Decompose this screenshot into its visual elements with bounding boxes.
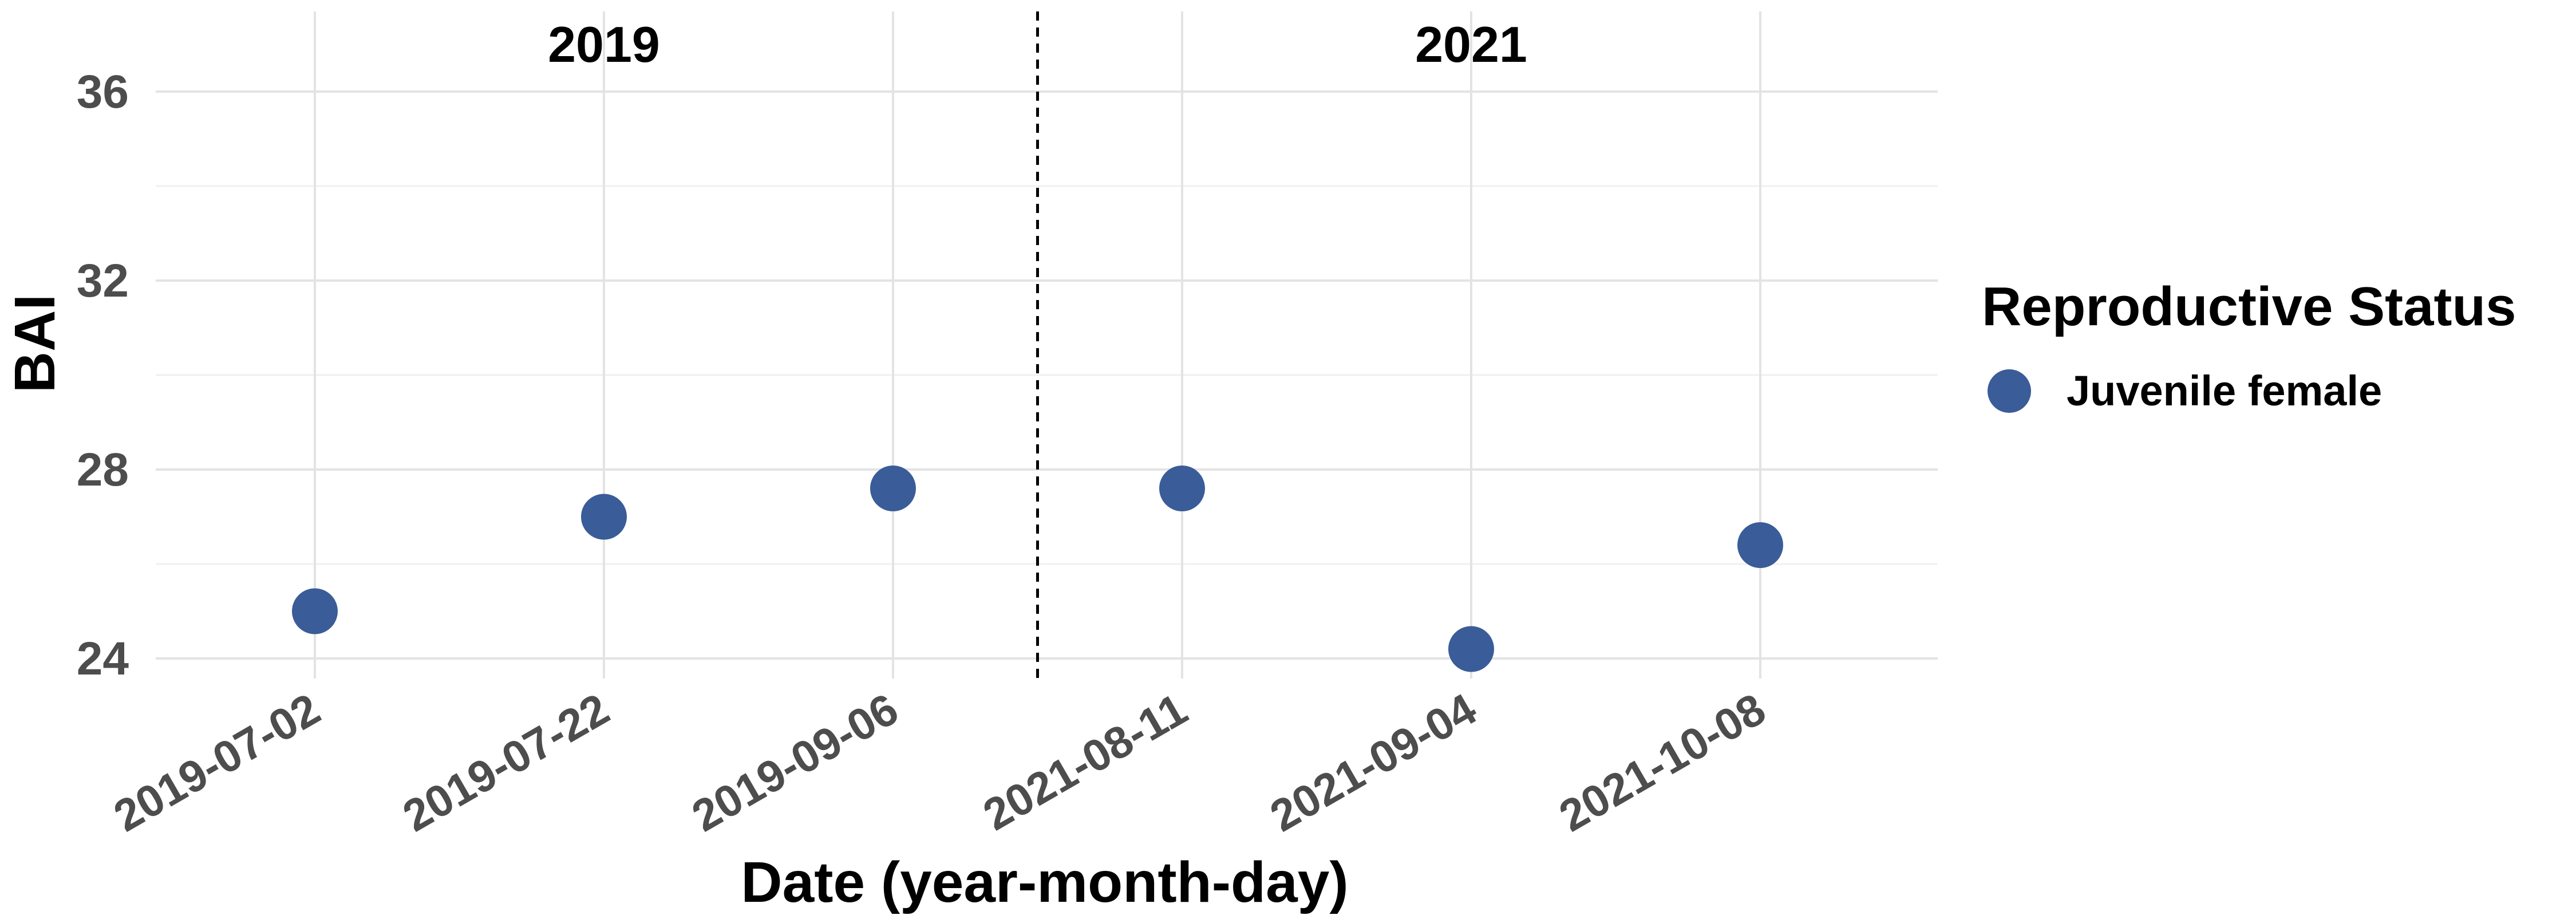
x-tick-label: 2019-07-02	[105, 684, 329, 842]
y-axis-title: BAI	[3, 294, 67, 393]
x-tick-label: 2021-10-08	[1551, 684, 1774, 842]
y-tick-label: 32	[77, 255, 129, 307]
legend: Reproductive Status Juvenile female	[1982, 276, 2516, 415]
data-point	[581, 494, 627, 540]
y-tick-label: 36	[77, 66, 129, 118]
legend-title: Reproductive Status	[1982, 276, 2516, 337]
data-point	[870, 466, 916, 511]
panel-label-2019: 2019	[548, 16, 660, 73]
y-tick-label: 28	[77, 444, 129, 496]
data-point	[1159, 466, 1205, 511]
y-tick-label: 24	[77, 633, 129, 685]
y-axis-tick-labels: 24 28 32 36	[77, 66, 129, 685]
panel-label-2021: 2021	[1415, 16, 1527, 73]
x-axis-title: Date (year-month-day)	[741, 850, 1348, 914]
x-tick-label: 2019-07-22	[394, 684, 618, 842]
x-tick-label: 2021-08-11	[975, 684, 1196, 841]
year-panel-labels: 2019 2021	[548, 16, 1527, 73]
data-point	[1448, 626, 1494, 672]
x-tick-label: 2021-09-04	[1262, 684, 1485, 842]
minor-gridlines	[156, 185, 1938, 565]
x-axis-tick-labels: 2019-07-02 2019-07-22 2019-09-06 2021-08-11…	[105, 684, 1774, 842]
data-point	[292, 588, 338, 634]
data-point	[1737, 522, 1783, 568]
data-points	[292, 466, 1783, 672]
legend-key-juvenile-female	[1988, 369, 2031, 413]
major-gridlines	[156, 11, 1938, 679]
legend-label-juvenile-female: Juvenile female	[2067, 367, 2382, 415]
x-tick-label: 2019-09-06	[683, 684, 907, 842]
